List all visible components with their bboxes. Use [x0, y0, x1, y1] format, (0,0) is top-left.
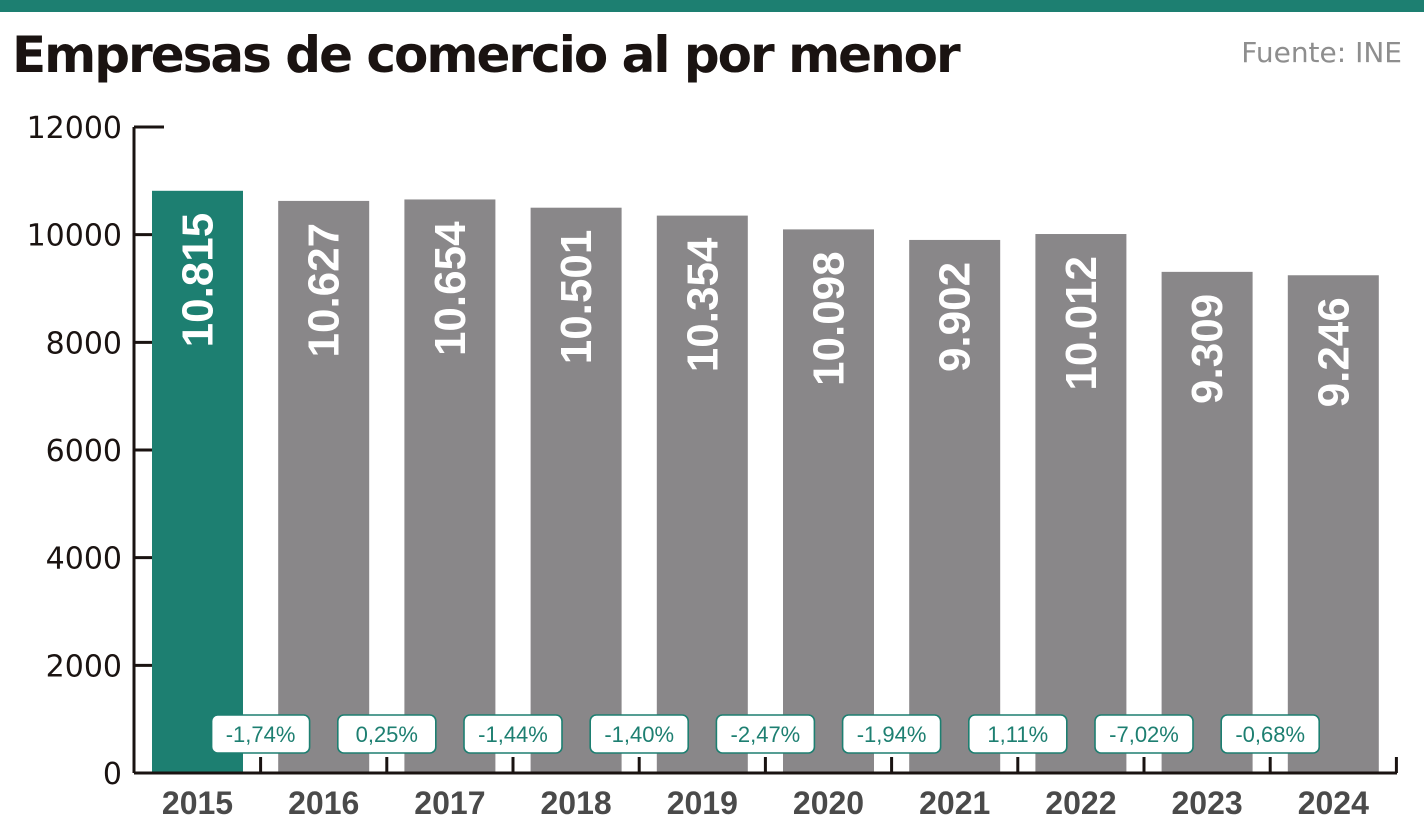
change-badge: [967, 714, 1068, 754]
change-badge-label: -1,94%: [857, 722, 927, 747]
change-badge: [841, 714, 942, 754]
x-tick-label: 2023: [1172, 785, 1243, 815]
x-tick-label: 2021: [919, 785, 990, 815]
bar-value-label: 9.309: [1183, 294, 1232, 404]
y-tick-label: 2000: [46, 649, 122, 684]
change-badge-label: 0,25%: [356, 722, 418, 747]
bar-2024: [1287, 275, 1379, 773]
bar-value-label: 10.501: [552, 230, 601, 365]
x-tick-label: 2018: [541, 785, 612, 815]
change-badge: [1220, 714, 1320, 754]
chart-title: Empresas de comercio al por menor: [12, 26, 961, 84]
bar-2021: [909, 239, 1001, 774]
source-note: Fuente: INE: [1241, 36, 1402, 69]
change-badge: [589, 714, 690, 754]
top-accent-rule: [0, 0, 1424, 12]
bar-2019: [656, 215, 748, 773]
bar-value-label: 10.012: [1057, 256, 1106, 391]
bar-value-label: 10.654: [426, 221, 475, 356]
x-tick-label: 2015: [162, 785, 233, 815]
bar-value-label: 9.902: [931, 262, 980, 372]
bar-value-label: 10.354: [678, 237, 727, 372]
bar-value-label: 10.098: [805, 251, 854, 386]
bar-2020: [783, 229, 874, 774]
change-badge: [1094, 714, 1194, 754]
change-badge-label: -1,74%: [226, 722, 296, 747]
bar-2017: [404, 199, 496, 774]
bar-2016: [278, 200, 370, 774]
bar-2015: [152, 190, 243, 774]
change-badge: [463, 714, 563, 754]
y-tick-label: 4000: [46, 542, 122, 577]
x-tick-label: 2020: [793, 785, 864, 815]
change-badge-label: -2,47%: [731, 722, 801, 747]
bar-2023: [1161, 271, 1253, 773]
change-badge-label: -1,40%: [604, 722, 674, 747]
change-badge: [210, 714, 311, 754]
x-tick-label: 2024: [1298, 785, 1369, 815]
y-tick-label: 10000: [27, 219, 122, 254]
y-tick-label: 12000: [27, 111, 122, 146]
bar-value-label: 9.246: [1309, 297, 1358, 407]
x-tick-label: 2019: [667, 785, 738, 815]
bar-value-label: 10.815: [174, 213, 223, 348]
x-tick-label: 2017: [414, 785, 485, 815]
y-tick-label: 0: [103, 757, 122, 792]
y-tick-label: 8000: [46, 326, 122, 361]
change-badge-label: -0,68%: [1235, 722, 1305, 747]
change-badge: [336, 714, 437, 754]
change-badge: [715, 714, 816, 754]
y-tick-label: 6000: [46, 434, 122, 469]
x-tick-label: 2016: [288, 785, 359, 815]
bar-2022: [1035, 234, 1127, 774]
change-badge-label: -1,44%: [478, 722, 548, 747]
change-badge-label: 1,11%: [987, 722, 1048, 747]
bar-2018: [530, 207, 622, 773]
change-badge-label: -7,02%: [1109, 722, 1179, 747]
bar-value-label: 10.627: [300, 223, 349, 358]
x-tick-label: 2022: [1045, 785, 1116, 815]
